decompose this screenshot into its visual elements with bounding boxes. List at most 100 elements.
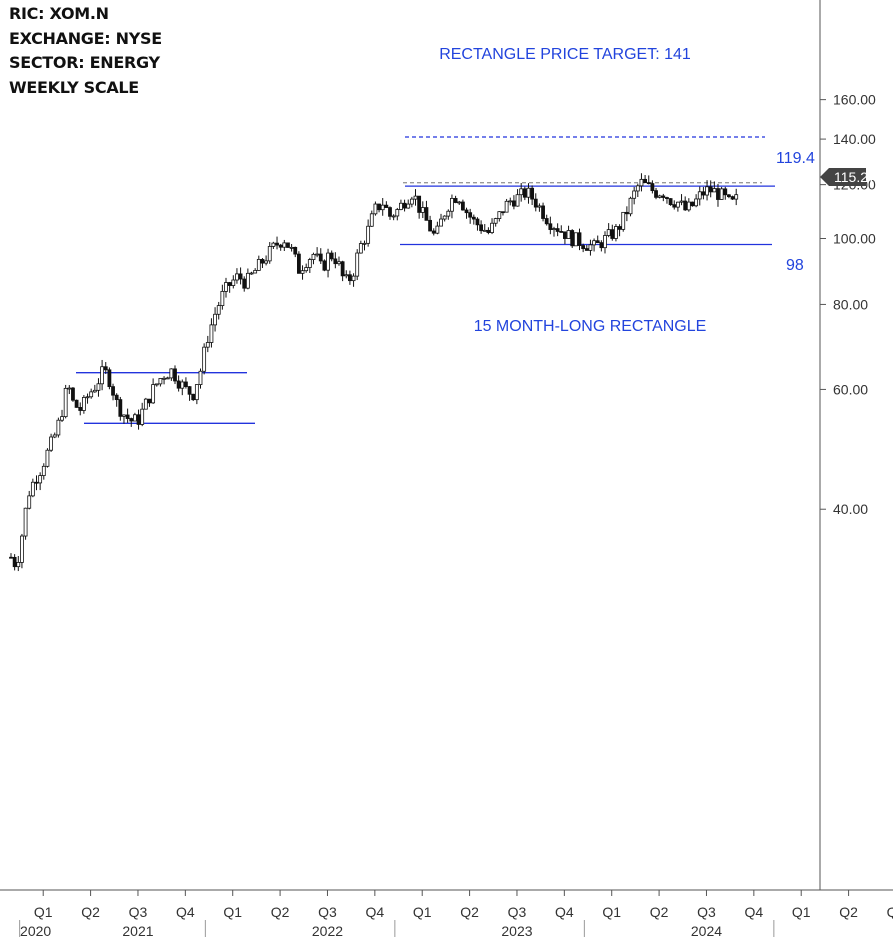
x-quarter-label: Q4 [176,904,195,920]
candle-body [457,201,462,204]
x-quarter-label: Q3 [508,904,527,920]
candle-body [599,242,604,249]
candle-body [610,229,615,239]
candle-body [60,416,64,421]
candle-body [683,200,688,211]
x-quarter-label: Q2 [271,904,290,920]
candle-body [205,342,210,348]
candle-body [592,240,596,246]
candle-body [16,562,21,568]
candle-body [501,211,505,214]
candle-body [435,225,440,234]
candle-body [453,198,458,203]
candle-body [584,248,589,251]
candle-body [158,378,163,385]
x-quarter-label: Q2 [460,904,479,920]
candle-body [399,202,403,210]
candle-body [52,434,57,438]
candle-body [256,259,261,271]
candle-body [122,414,126,417]
candle-body [471,216,476,220]
candle-body [384,204,389,208]
candle-body [395,209,400,217]
candle-body [71,387,75,401]
candle-body [337,261,341,265]
candle-body [176,380,181,389]
candle-body [38,475,43,484]
candle-body [34,481,39,484]
candle-body [9,556,13,559]
candle-body [322,260,327,271]
rectangle-label: 15 MONTH-LONG RECTANGLE [474,318,707,335]
y-tick-label: 80.00 [833,296,868,312]
candle-body [362,242,367,245]
candle-body [388,207,392,217]
candle-body [220,290,225,307]
x-quarter-label: Q1 [413,904,432,920]
x-year-label: 2022 [312,923,343,937]
pattern-lines [76,136,775,424]
candle-body [89,391,94,398]
candle-body [420,207,425,213]
candle-body [537,205,542,208]
candle-body [646,182,651,185]
candle-body [493,218,498,224]
candle-body [304,267,309,272]
candle-body [267,246,272,262]
candle-body [672,204,677,208]
x-quarter-label: Q4 [555,904,574,920]
candle-body [74,399,79,408]
candle-body [559,231,564,233]
candle-body [464,209,469,214]
candle-body [111,386,115,396]
last-price-tag: 115.27 [820,168,876,186]
x-quarter-label: Q3 [887,904,893,920]
candle-body [315,253,320,256]
candle-body [686,201,691,211]
candle-body [431,230,436,234]
candle-body [107,369,112,388]
candle-body [460,201,465,211]
candle-body [391,215,396,218]
candle-body [173,368,177,382]
candle-body [654,190,658,198]
candle-body [136,414,141,425]
candle-body [12,556,17,568]
candle-body [668,198,673,206]
x-year-label: 2024 [691,923,722,937]
candle-body [311,253,316,260]
candle-body [100,366,105,385]
candle-body [570,230,575,247]
candle-body [165,377,170,380]
candle-body [533,198,538,208]
candle-body [541,205,545,219]
candle-body [603,235,607,249]
candle-body [194,384,199,401]
candle-body [595,240,600,244]
candle-body [614,226,618,239]
candle-body [639,178,644,187]
candle-body [355,252,360,277]
candle-body [23,507,28,537]
candle-body [679,200,684,203]
candle-body [366,225,371,244]
candle-body [216,305,221,315]
candle-body [154,383,159,386]
candle-body [245,272,250,289]
candle-body [129,418,134,422]
candle-body [289,246,294,249]
candle-body [242,278,247,289]
candle-body [56,419,61,436]
candle-body [450,198,454,212]
candle-body [333,258,338,265]
candle-body [628,197,633,215]
y-tick-label: 160.00 [833,92,876,108]
candle-body [224,282,228,292]
candle-body [588,244,593,251]
candle-body [650,183,655,192]
candle-body [184,381,188,388]
candle-body [307,259,312,268]
candle-body [439,218,443,227]
candle-body [526,187,531,198]
